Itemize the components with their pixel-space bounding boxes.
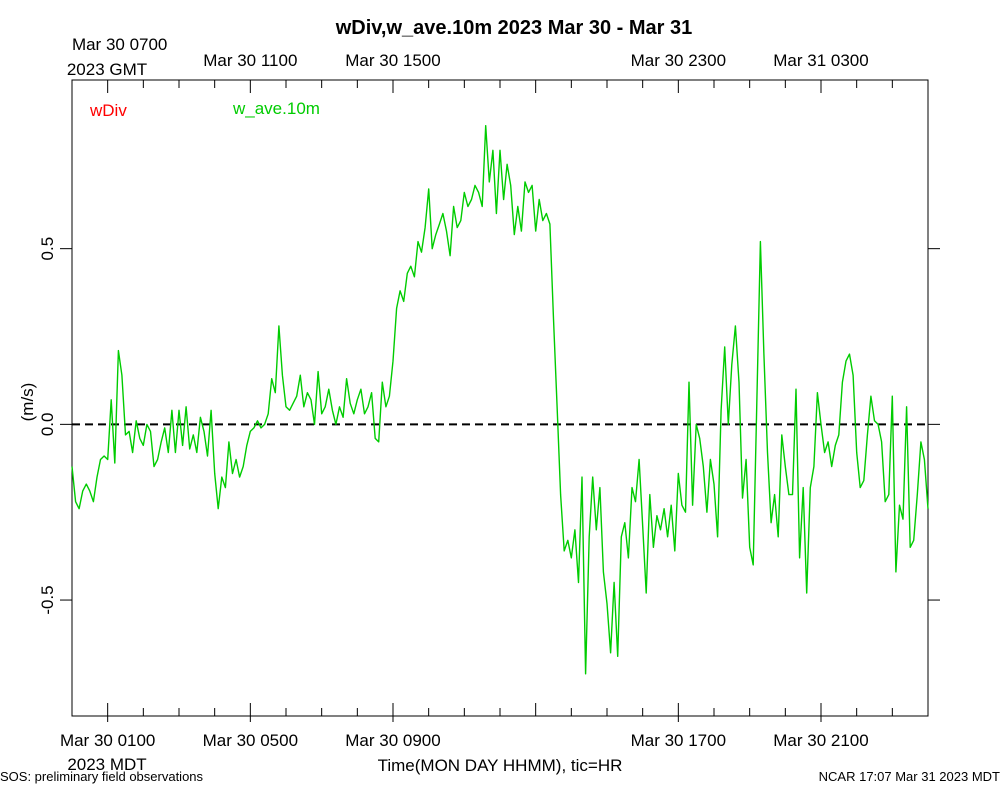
x-tick-label-bottom: Mar 30 0500 [203,731,298,750]
series-line-w-ave-10m [71,124,929,675]
axis-tick-labels: -0.5 0.0 0.5 Mar 30 0100 Mar 30 0500 Mar 30 0… [38,35,869,750]
axis-ticks [60,80,940,722]
x-axis-label: Time(MON DAY HHMM), tic=HR [378,756,623,775]
bottom-timezone-label: 2023 MDT [67,755,146,774]
legend-entry-wdiv: wDiv [89,101,127,120]
legend-entry-w-ave-10m: w_ave.10m [232,99,320,118]
footer-left: SOS: preliminary field observations [0,769,204,784]
x-tick-label-top: Mar 31 0300 [773,51,868,70]
x-tick-label-bottom: Mar 30 0900 [345,731,440,750]
x-tick-label-bottom: Mar 30 2100 [773,731,868,750]
y-tick-label: -0.5 [38,585,57,614]
x-tick-label-top: Mar 30 1500 [345,51,440,70]
series-layer [71,124,929,675]
chart-title: wDiv,w_ave.10m 2023 Mar 30 - Mar 31 [335,17,693,39]
y-tick-label: 0.0 [38,413,57,437]
plot-frame [71,79,929,717]
x-tick-label-top: Mar 30 0700 [72,35,167,54]
y-axis-label: (m/s) [18,383,37,422]
x-tick-label-top: Mar 30 2300 [631,51,726,70]
top-timezone-label: 2023 GMT [67,60,147,79]
x-tick-label-bottom: Mar 30 1700 [631,731,726,750]
x-tick-label-bottom: Mar 30 0100 [60,731,155,750]
y-tick-label: 0.5 [38,237,57,261]
x-tick-label-top: Mar 30 1100 [203,51,297,70]
footer-right: NCAR 17:07 Mar 31 2023 MDT [819,769,1000,784]
